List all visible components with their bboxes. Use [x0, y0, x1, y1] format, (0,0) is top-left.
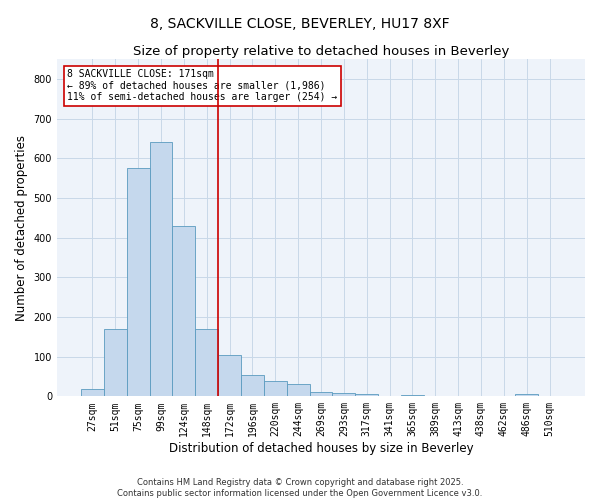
Text: 8 SACKVILLE CLOSE: 171sqm
← 89% of detached houses are smaller (1,986)
11% of se: 8 SACKVILLE CLOSE: 171sqm ← 89% of detac… — [67, 70, 338, 102]
Text: Contains HM Land Registry data © Crown copyright and database right 2025.
Contai: Contains HM Land Registry data © Crown c… — [118, 478, 482, 498]
Bar — [81, 389, 104, 396]
Bar — [172, 226, 195, 396]
Bar — [355, 394, 378, 396]
Bar — [104, 329, 127, 396]
Title: Size of property relative to detached houses in Beverley: Size of property relative to detached ho… — [133, 45, 509, 58]
Bar — [195, 329, 218, 396]
Bar — [310, 392, 332, 396]
Bar — [515, 394, 538, 396]
Bar — [287, 384, 310, 396]
X-axis label: Distribution of detached houses by size in Beverley: Distribution of detached houses by size … — [169, 442, 473, 455]
Bar — [218, 356, 241, 397]
Bar — [264, 382, 287, 396]
Bar — [401, 394, 424, 396]
Y-axis label: Number of detached properties: Number of detached properties — [15, 134, 28, 321]
Bar — [332, 393, 355, 396]
Bar — [241, 374, 264, 396]
Text: 8, SACKVILLE CLOSE, BEVERLEY, HU17 8XF: 8, SACKVILLE CLOSE, BEVERLEY, HU17 8XF — [150, 18, 450, 32]
Bar — [127, 168, 149, 396]
Bar — [149, 142, 172, 396]
